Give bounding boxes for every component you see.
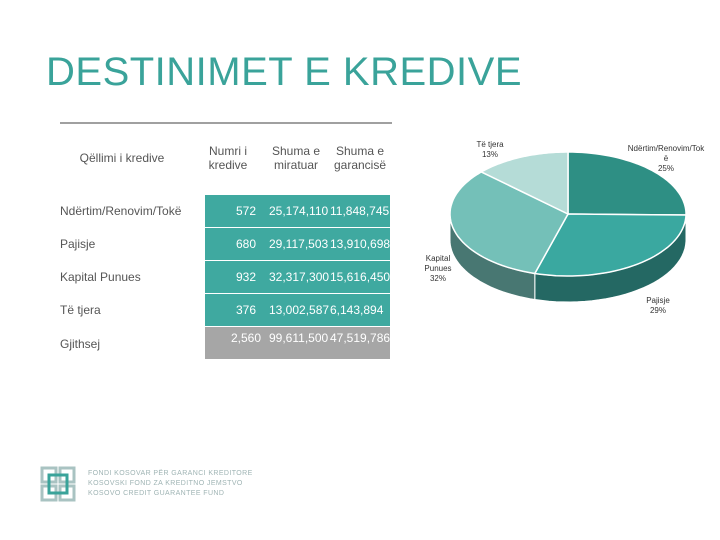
row-guarantee: 13,910,698 <box>330 237 391 251</box>
pie-label-other-pct: 13% <box>481 150 498 159</box>
pie-label-other: Të tjera 13% <box>468 140 512 160</box>
total-label: Gjithsej <box>60 337 101 351</box>
pie-chart <box>449 151 687 303</box>
table-row-band <box>205 195 390 227</box>
table-row-band <box>205 294 390 326</box>
pie-label-other-name: Të tjera <box>476 140 504 149</box>
table-total-band <box>205 327 390 359</box>
logo-text: FONDI KOSOVAR PËR GARANCI KREDITORE KOSO… <box>88 469 253 499</box>
logo-line: KOSOVO CREDIT GUARANTEE FUND <box>88 490 225 497</box>
pie-slice-1 <box>533 213 687 277</box>
row-guarantee: 6,143,894 <box>330 303 384 317</box>
header-purpose: Qëllimi i kredive <box>79 151 165 165</box>
row-approved: 25,174,110 <box>269 204 329 218</box>
header-guarantee: Shuma e garancisë <box>333 144 387 172</box>
pie-label-equipment: Pajisje 29% <box>638 296 678 316</box>
pie-label-construction-pct: 25% <box>657 164 674 173</box>
row-count: 572 <box>236 204 257 218</box>
total-approved: 99,611,500 <box>269 331 329 345</box>
pie-slice-0 <box>567 151 687 216</box>
header-approved: Shuma e miratuar <box>271 144 321 172</box>
logo-line: FONDI KOSOVAR PËR GARANCI KREDITORE <box>88 470 253 477</box>
row-guarantee: 11,848,745 <box>330 204 390 218</box>
pie-label-equipment-name: Pajisje <box>646 296 670 305</box>
row-approved: 32,317,300 <box>269 270 330 284</box>
row-count: 680 <box>236 237 257 251</box>
pie-label-working-capital-pct: 32% <box>429 274 446 283</box>
row-count: 932 <box>236 270 257 284</box>
pie-label-equipment-pct: 29% <box>649 306 666 315</box>
row-guarantee: 15,616,450 <box>330 270 391 284</box>
pie-label-construction-name: Ndërtim/Renovim/Tok ë <box>627 144 705 163</box>
title-divider <box>60 122 392 124</box>
row-label: Ndërtim/Renovim/Tokë <box>60 204 182 218</box>
table-row-band <box>205 228 390 260</box>
row-label: Të tjera <box>60 303 101 317</box>
pie-slice-2 <box>449 171 570 275</box>
row-label: Pajisje <box>60 237 96 251</box>
pie-label-working-capital-name: Kapital Punues <box>424 254 452 273</box>
logo-line: KOSOVSKI FOND ZA KREDITNO JEMSTVO <box>88 480 243 487</box>
row-approved: 13,002,587 <box>269 303 330 317</box>
page-title: DESTINIMET E KREDIVE <box>46 50 523 94</box>
row-label: Kapital Punues <box>60 270 141 284</box>
pie-label-working-capital: Kapital Punues 32% <box>416 254 460 284</box>
pie-label-construction: Ndërtim/Renovim/Tok ë 25% <box>618 144 714 174</box>
total-count: 2,560 <box>231 331 262 345</box>
row-approved: 29,117,503 <box>269 237 329 251</box>
total-guarantee: 47,519,786 <box>330 331 391 345</box>
fkgk-logo-icon <box>40 466 76 502</box>
pie-slice-3 <box>479 151 569 216</box>
row-count: 376 <box>236 303 257 317</box>
header-count: Numri i kredive <box>208 144 248 172</box>
table-row-band <box>205 261 390 293</box>
